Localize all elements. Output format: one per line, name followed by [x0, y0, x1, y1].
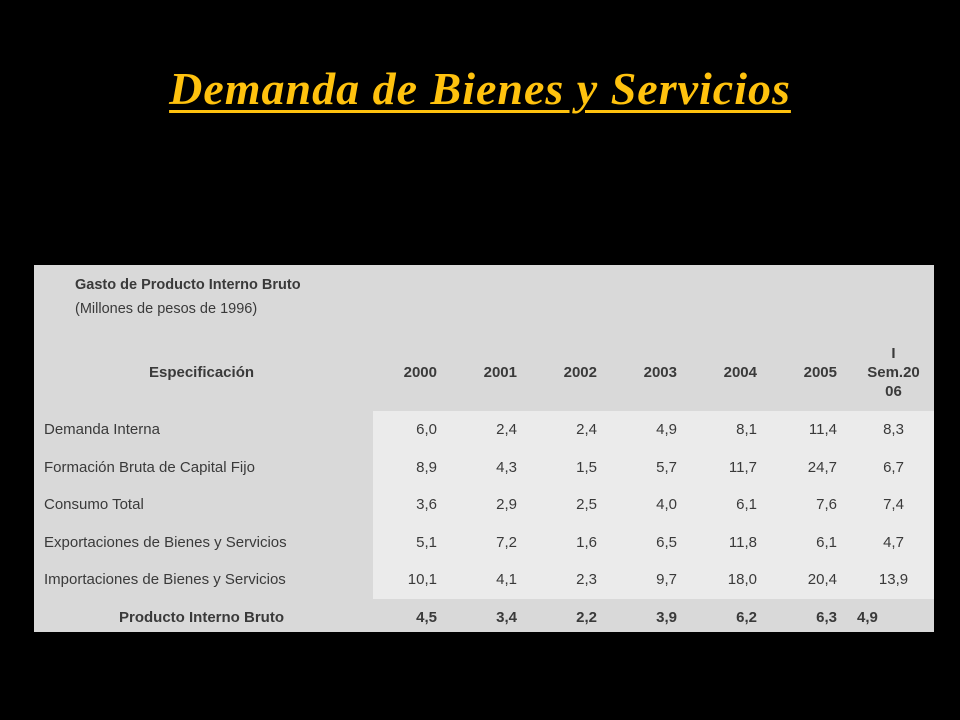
slide-title: Demanda de Bienes y Servicios [169, 63, 791, 114]
table-row: Importaciones de Bienes y Servicios 10,1 4… [34, 561, 934, 599]
cell: 1,6 [533, 523, 613, 561]
cell: 6,2 [736, 608, 757, 626]
table-caption: (Millones de pesos de 1996) [75, 301, 258, 317]
cell: 7,2 [453, 523, 533, 561]
cell: 8,9 [373, 448, 453, 486]
table-row: Demanda Interna 6,0 2,4 2,4 4,9 8,1 11,4 8,3 [34, 411, 934, 449]
cell: 3,4 [496, 608, 517, 626]
table-row: Producto Interno Bruto 4,5 3,4 2,2 3,9 6,2 6,3… [34, 599, 934, 637]
header-text: I Sem.2006 [867, 344, 920, 400]
cell: 7,6 [773, 486, 853, 524]
cell: 6,5 [613, 523, 693, 561]
table-row: Especificación 2000 2001 2002 2003 2004 2005 I … [34, 333, 934, 411]
cell: 4,0 [613, 486, 693, 524]
cell: 4,9 [857, 608, 878, 626]
cell: 10,1 [373, 561, 453, 599]
cell: 2,4 [453, 411, 533, 449]
cell: 1,5 [533, 448, 613, 486]
cell: 6,1 [693, 486, 773, 524]
table: Gasto de Producto Interno Bruto (Millone… [34, 265, 934, 632]
cell: 11,7 [693, 448, 773, 486]
row-label: Exportaciones de Bienes y Servicios [44, 533, 287, 551]
cell: 3,6 [373, 486, 453, 524]
cell: 6,1 [773, 523, 853, 561]
table-row: Exportaciones de Bienes y Servicios 5,1 7,… [34, 523, 934, 561]
cell: 2,5 [533, 486, 613, 524]
cell: 2003 [643, 363, 677, 381]
cell: 6,0 [373, 411, 453, 449]
cell: 11,4 [773, 411, 853, 449]
cell: 8,1 [693, 411, 773, 449]
cell: 18,0 [693, 561, 773, 599]
cell: 2001 [483, 363, 517, 381]
cell: 11,8 [693, 523, 773, 561]
row-label: Formación Bruta de Capital Fijo [44, 458, 255, 476]
cell: 4,7 [853, 523, 934, 561]
cell: 4,3 [453, 448, 533, 486]
cell: 4,9 [613, 411, 693, 449]
cell: 6,7 [853, 448, 934, 486]
table-row: Formación Bruta de Capital Fijo 8,9 4,3 1,5… [34, 448, 934, 486]
table-row: Consumo Total 3,6 2,9 2,5 4,0 6,1 7,6 7,4 [34, 486, 934, 524]
cell: 5,1 [373, 523, 453, 561]
row-label: Producto Interno Bruto [119, 608, 284, 626]
cell: 2,3 [533, 561, 613, 599]
cell: 4,5 [416, 608, 437, 626]
cell: 20,4 [773, 561, 853, 599]
cell: 6,3 [816, 608, 837, 626]
cell: 13,9 [853, 561, 934, 599]
row-label: Importaciones de Bienes y Servicios [44, 571, 286, 589]
cell: 4,1 [453, 561, 533, 599]
cell: 2000 [403, 363, 437, 381]
cell: 7,4 [853, 486, 934, 524]
cell: 24,7 [773, 448, 853, 486]
row-label: Demanda Interna [44, 421, 160, 439]
cell: 3,9 [656, 608, 677, 626]
cell: 2,2 [576, 608, 597, 626]
cell: 2,9 [453, 486, 533, 524]
table-caption: Gasto de Producto Interno Bruto [75, 277, 301, 293]
cell: 2005 [803, 363, 837, 381]
cell: I Sem.2006 [853, 333, 934, 411]
cell: 8,3 [853, 411, 934, 449]
cell: 2002 [563, 363, 597, 381]
cell: 2,4 [533, 411, 613, 449]
cell: 9,7 [613, 561, 693, 599]
cell: 5,7 [613, 448, 693, 486]
cell: 2004 [723, 363, 757, 381]
row-label: Especificación [148, 363, 255, 381]
row-label: Consumo Total [44, 496, 144, 514]
